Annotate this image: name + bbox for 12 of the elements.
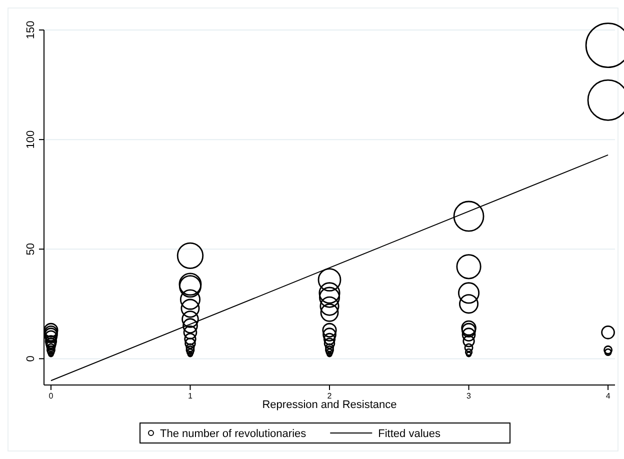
x-tick-label: 1	[188, 392, 194, 401]
y-tick-label: 0	[24, 356, 37, 362]
y-tick-label: 50	[24, 243, 37, 256]
y-tick-label: 100	[24, 130, 37, 149]
x-tick-label: 4	[606, 392, 611, 401]
legend-label: The number of revolutionaries	[160, 428, 307, 440]
y-tick-label: 150	[24, 20, 37, 40]
legend-label: Fitted values	[378, 428, 442, 440]
x-tick-label: 2	[327, 392, 332, 401]
x-tick-label: 3	[466, 392, 472, 401]
x-axis-title: Repression and Resistance	[262, 399, 397, 411]
x-tick-label: 0	[48, 392, 54, 401]
